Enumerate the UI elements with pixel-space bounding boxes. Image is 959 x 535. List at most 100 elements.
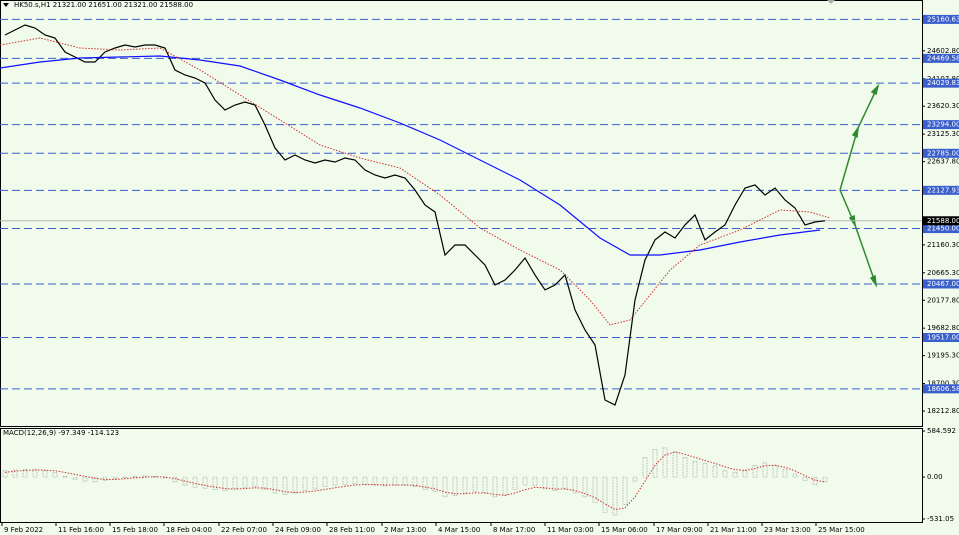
y-tick-label: 21160.30 (927, 241, 959, 249)
level-label: 18606.58 (927, 385, 959, 393)
histogram-bar (642, 457, 648, 478)
histogram-bar (512, 476, 518, 491)
main-frame (0, 0, 923, 427)
y-tick-label: 19195.30 (927, 352, 959, 360)
histogram-bar (602, 476, 608, 513)
level-label-box (923, 333, 959, 343)
level-label-box (923, 384, 959, 394)
x-tick-label: 22 Feb 07:00 (221, 526, 267, 534)
y-tick-label: 584.592 (927, 427, 956, 435)
y-tick-label: 24602.80 (927, 47, 959, 55)
y-tick-label: 23620.30 (927, 102, 959, 110)
histogram-bar (2, 470, 8, 478)
chart-title: HK50.s,H1 21321.00 21651.00 21321.00 215… (14, 1, 193, 9)
level-label-box (923, 148, 959, 158)
x-tick-label: 18 Feb 04:00 (166, 526, 212, 534)
histogram-bar (12, 469, 18, 478)
x-tick-label: 15 Feb 18:00 (112, 526, 158, 534)
histogram-bar (122, 476, 128, 478)
histogram-bar (322, 476, 328, 487)
level-label: 24469.58 (927, 54, 959, 62)
histogram-bar (582, 476, 588, 498)
level-label-box (923, 185, 959, 195)
symbol-menu-icon[interactable] (3, 3, 9, 7)
histogram-bar (792, 473, 798, 478)
x-tick-label: 15 Mar 06:00 (601, 526, 648, 534)
level-label: 20467.00 (927, 280, 959, 288)
level-label: 23294.00 (927, 121, 959, 129)
histogram-bar (712, 465, 718, 478)
histogram-bar (112, 476, 118, 480)
histogram-bar (272, 476, 278, 494)
histogram-bar (182, 476, 188, 486)
level-label-box (923, 224, 959, 234)
histogram-bar (692, 461, 698, 478)
histogram-bar (812, 476, 818, 485)
histogram-bar (702, 463, 708, 478)
histogram-bar (302, 476, 308, 491)
histogram-bar (72, 476, 78, 480)
histogram-bar (742, 470, 748, 478)
series-line (4, 451, 826, 511)
histogram-bar (392, 476, 398, 486)
x-tick-label: 28 Feb 11:00 (329, 526, 375, 534)
x-tick-label: 11 Feb 16:00 (58, 526, 104, 534)
histogram-bar (482, 476, 488, 494)
histogram-bar (782, 468, 788, 478)
histogram-bar (372, 476, 378, 486)
histogram-bar (442, 476, 448, 498)
histogram-bar (522, 476, 528, 486)
histogram-bar (22, 468, 28, 478)
histogram-bar (82, 476, 88, 482)
histogram-bar (192, 476, 198, 488)
shift-marker (827, 0, 835, 4)
histogram-bar (532, 476, 538, 487)
level-label-box (923, 120, 959, 130)
histogram-bar (732, 472, 738, 478)
histogram-bar (662, 447, 668, 478)
histogram-bar (422, 476, 428, 491)
level-label: 22127.93 (927, 186, 959, 194)
histogram-bar (312, 476, 318, 490)
histogram-bar (102, 476, 108, 481)
histogram-bar (752, 465, 758, 478)
histogram-bar (452, 476, 458, 496)
histogram-bar (382, 476, 388, 487)
histogram-bar (242, 476, 248, 488)
series-line (0, 55, 821, 256)
histogram-bar (612, 476, 618, 516)
y-tick-label: 0.00 (927, 473, 943, 481)
histogram-bar (822, 476, 828, 483)
level-label: 22785.00 (927, 149, 959, 157)
series-line (4, 24, 826, 406)
histogram-bar (142, 475, 148, 478)
histogram-bar (352, 476, 358, 484)
y-tick-label: 20665.30 (927, 269, 959, 277)
histogram-bar (562, 476, 568, 489)
histogram-bar (52, 472, 58, 478)
macd-frame (0, 428, 923, 523)
histogram-bar (282, 476, 288, 495)
histogram-bar (212, 476, 218, 491)
histogram-bar (432, 476, 438, 492)
histogram-bar (472, 476, 478, 492)
plot (0, 18, 925, 526)
histogram-bar (572, 476, 578, 494)
y-tick-label: 18700.30 (927, 380, 959, 388)
histogram-bar (132, 476, 138, 478)
labels: HK50.s,H1 21321.00 21651.00 21321.00 215… (3, 1, 959, 534)
current-price-box (923, 216, 959, 226)
histogram-bar (62, 476, 68, 478)
histogram-bar (722, 470, 728, 478)
histogram-bar (252, 476, 258, 487)
histogram-bar (632, 476, 638, 482)
histogram-bar (202, 476, 208, 489)
histogram-bar (542, 476, 548, 490)
histogram-bar (412, 476, 418, 487)
histogram-bar (172, 476, 178, 483)
y-tick-label: -531.05 (927, 515, 954, 523)
histogram-bar (622, 476, 628, 506)
histogram-bar (462, 476, 468, 494)
